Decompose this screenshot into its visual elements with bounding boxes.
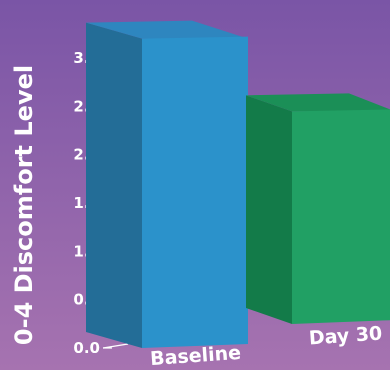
- bars: [86, 20, 390, 349]
- bar-side-1: [246, 95, 292, 324]
- bar-1: [292, 109, 390, 324]
- bar-top-1: [246, 93, 390, 112]
- bar-0: [142, 36, 248, 349]
- bar-top-0: [86, 20, 248, 39]
- x-axis-line: [102, 343, 129, 349]
- y-axis-title: 0-4 Discomfort Level: [10, 65, 38, 345]
- y-tick-label: 0.0: [73, 339, 100, 357]
- bar-side-0: [86, 22, 142, 349]
- x-category-label: Day 30: [308, 322, 383, 349]
